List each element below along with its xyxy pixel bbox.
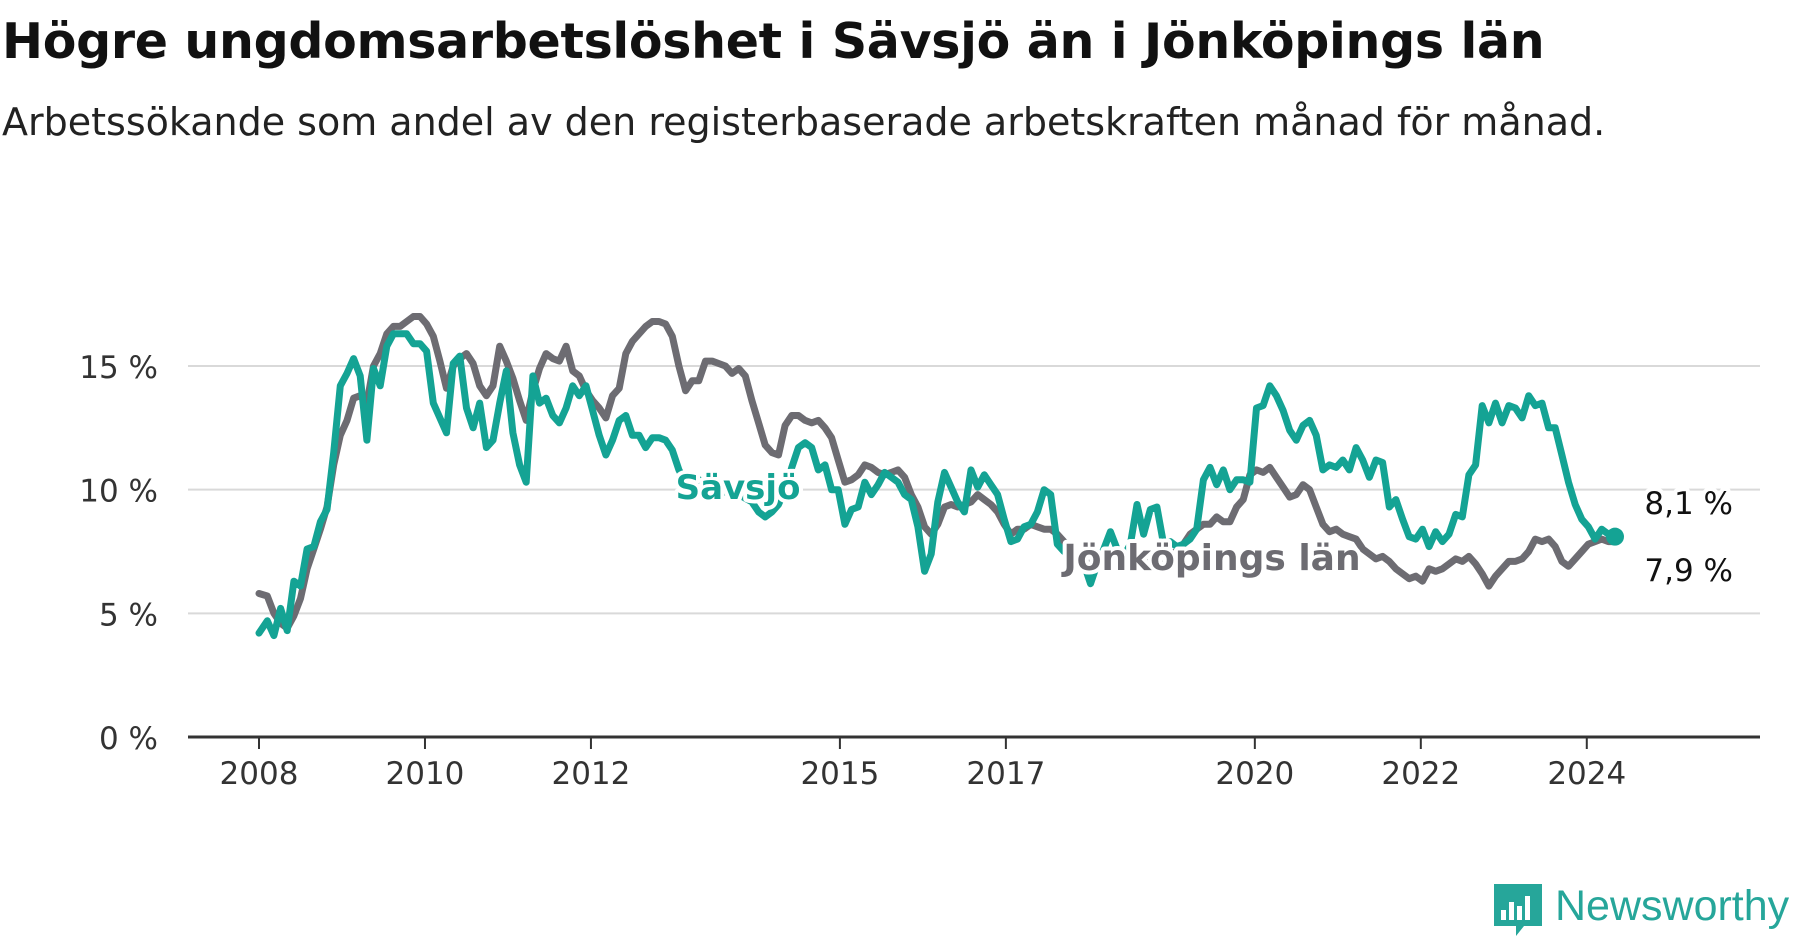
y-tick-label: 10 % — [79, 474, 158, 510]
brand-name: Newsworthy — [1555, 882, 1790, 930]
series-lines — [255, 313, 1624, 640]
x-tick-label: 2017 — [966, 756, 1045, 792]
jonkoping-lan-end-value: 7,9 % — [1644, 553, 1733, 589]
x-tick-label: 2022 — [1381, 756, 1460, 792]
y-tick-label: 0 % — [99, 721, 158, 757]
x-axis: 2008 2010 2012 2015 2017 2020 2022 2024 — [188, 735, 1760, 792]
y-axis-tick-labels: 0 % 5 % 10 % 15 % — [79, 350, 158, 757]
chart-subtitle: Arbetssökande som andel av den registerb… — [2, 100, 1606, 144]
jonkoping-lan-series-label: Jönköpings län — [1060, 538, 1360, 579]
y-tick-label: 5 % — [99, 597, 158, 633]
newsworthy-logo[interactable]: Newsworthy — [1490, 880, 1790, 940]
x-tick-label: 2024 — [1547, 756, 1626, 792]
x-tick-label: 2010 — [386, 756, 465, 792]
savsjo-series-line — [255, 330, 1619, 640]
savsjo-end-value: 8,1 % — [1644, 486, 1733, 522]
chart-title: Högre ungdomsarbetslöshet i Sävsjö än i … — [2, 13, 1545, 70]
y-tick-label: 15 % — [79, 350, 158, 386]
savsjo-series-label: Sävsjö — [676, 468, 801, 508]
newsworthy-logo-icon — [1494, 884, 1542, 936]
x-tick-label: 2008 — [220, 756, 299, 792]
savsjo-end-marker — [1606, 527, 1624, 546]
x-tick-label: 2020 — [1215, 756, 1294, 792]
series-labels: Sävsjö Jönköpings län 8,1 % 7,9 % — [672, 464, 1737, 593]
x-tick-label: 2012 — [551, 756, 630, 792]
x-tick-label: 2015 — [800, 756, 879, 792]
